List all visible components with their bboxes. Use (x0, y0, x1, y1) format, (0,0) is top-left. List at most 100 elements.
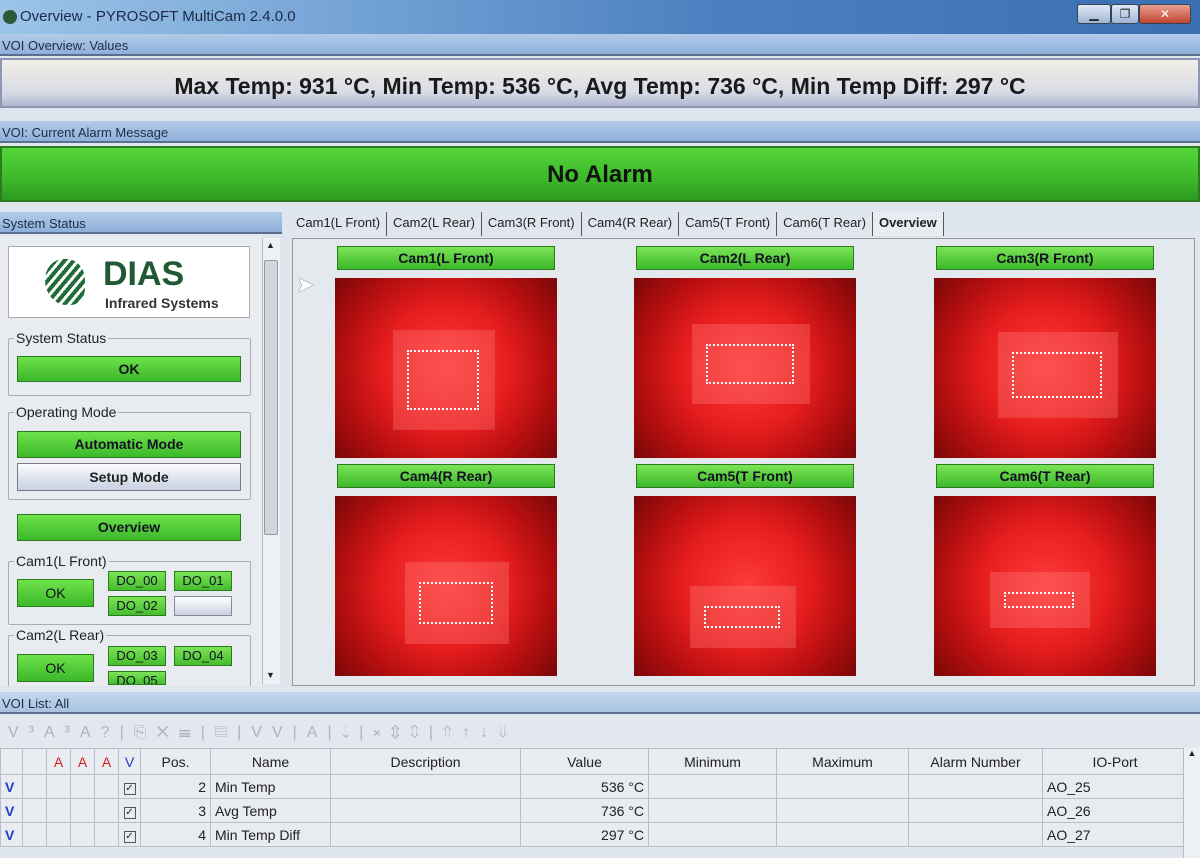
visible-checkbox[interactable]: ✓ (123, 807, 136, 819)
roi-rectangle[interactable] (706, 344, 794, 384)
cell-pos: 3 (140, 798, 211, 823)
camera-thermal-image[interactable] (634, 496, 856, 676)
cell-description (330, 798, 521, 823)
setup-mode-button[interactable]: Setup Mode (17, 463, 241, 491)
roi-rectangle[interactable] (1012, 352, 1102, 398)
col-minimum[interactable]: Minimum (648, 748, 777, 775)
cell-pos: 2 (140, 774, 211, 799)
system-status-ok: OK (17, 356, 241, 382)
cell-name: Avg Temp (210, 798, 331, 823)
cell-io-port: AO_26 (1042, 798, 1188, 823)
move-top-icon[interactable]: ⇑ (443, 724, 463, 741)
scrollbar-thumb[interactable] (264, 260, 278, 535)
close-button[interactable]: ✕ (1139, 4, 1191, 24)
tab-cam6[interactable]: Cam6(T Rear) (777, 212, 873, 236)
automatic-mode-button[interactable]: Automatic Mode (17, 431, 241, 458)
voi-save-icon[interactable]: V (271, 724, 293, 741)
tab-cam3[interactable]: Cam3(R Front) (482, 212, 582, 236)
list-icon[interactable]: ☰ (178, 724, 201, 741)
scroll-up-icon[interactable]: ▲ (266, 240, 275, 250)
camera-label[interactable]: Cam5(T Front) (636, 464, 854, 488)
group-label: System Status (14, 330, 109, 346)
camera-thermal-image[interactable] (934, 496, 1156, 676)
col-description[interactable]: Description (330, 748, 521, 775)
camera-label[interactable]: Cam4(R Rear) (337, 464, 555, 488)
operating-mode-group (8, 412, 251, 500)
col-io-port[interactable]: IO-Port (1042, 748, 1188, 775)
col-name[interactable]: Name (210, 748, 331, 775)
table-row[interactable]: V ✓ 2 Min Temp 536 °C AO_25 (0, 774, 1188, 799)
tab-overview[interactable]: Overview (872, 212, 944, 236)
camera-thermal-image[interactable] (335, 278, 557, 458)
cell-io-port: AO_25 (1042, 774, 1188, 799)
cell-alarm (908, 822, 1043, 847)
do-indicator-empty (174, 596, 232, 616)
camera-thermal-image[interactable] (634, 278, 856, 458)
col-pos[interactable]: Pos. (140, 748, 211, 775)
system-status-header: System Status (0, 212, 282, 234)
voi-edit-icon[interactable]: V (251, 724, 272, 741)
tab-cam4[interactable]: Cam4(R Rear) (582, 212, 680, 236)
visible-checkbox[interactable]: ✓ (123, 831, 136, 843)
collapse-icon[interactable]: ⇕ (409, 724, 429, 741)
cam2-status: OK (17, 654, 94, 682)
cell-maximum (776, 798, 909, 823)
col-value[interactable]: Value (520, 748, 649, 775)
camera-label[interactable]: Cam6(T Rear) (936, 464, 1154, 488)
window-title: Overview - PYROSOFT MultiCam 2.4.0.0 (20, 8, 296, 25)
group-label: Cam2(L Rear) (14, 627, 107, 643)
cell-minimum (648, 774, 777, 799)
voi-flag: V (0, 798, 23, 823)
edit-icon[interactable]: ▤ (214, 724, 238, 741)
move-up-icon[interactable]: ↑ (462, 724, 481, 741)
tab-cam2[interactable]: Cam2(L Rear) (387, 212, 482, 236)
cam1-status: OK (17, 579, 94, 607)
logo-subtitle: Infrared Systems (105, 295, 219, 311)
camera-thermal-image[interactable] (335, 496, 557, 676)
overview-button[interactable]: Overview (17, 514, 241, 541)
minimize-button[interactable]: ▁ (1077, 4, 1111, 24)
scroll-down-icon[interactable]: ▼ (266, 670, 275, 680)
alarm-settings-icon[interactable]: A? (80, 724, 120, 741)
table-scrollbar[interactable]: ▲ (1183, 748, 1200, 858)
cell-minimum (648, 798, 777, 823)
roi-rectangle[interactable] (419, 582, 493, 624)
tab-cam5[interactable]: Cam5(T Front) (679, 212, 778, 236)
table-row[interactable]: V ✓ 3 Avg Temp 736 °C AO_26 (0, 798, 1188, 823)
clear-alarm-icon[interactable]: A (306, 724, 328, 741)
roi-rectangle[interactable] (704, 606, 780, 628)
cell-name: Min Temp Diff (210, 822, 331, 847)
voi-visible-icon[interactable]: V (118, 748, 141, 775)
expand-icon[interactable]: ⇳ (390, 724, 410, 741)
move-icon[interactable]: ⇣ (341, 724, 360, 741)
delete-icon[interactable]: ✕ (156, 724, 179, 741)
tab-cam1[interactable]: Cam1(L Front) (290, 212, 388, 236)
table-header-row: A A A V Pos. Name Description Value Mini… (0, 748, 1188, 775)
cell-pos: 4 (140, 822, 211, 847)
move-down-icon[interactable]: ↓ (480, 724, 499, 741)
cell-description (330, 774, 521, 799)
alarm-table-icon[interactable]: A (94, 748, 119, 775)
camera-thermal-image[interactable] (934, 278, 1156, 458)
do-indicator: DO_00 (108, 571, 166, 591)
add-voi-icon[interactable]: V³ (8, 724, 44, 741)
remove-all-icon[interactable]: ⨯ (373, 724, 391, 741)
do-indicator: DO_02 (108, 596, 166, 616)
alarm-edit-icon[interactable]: A (70, 748, 95, 775)
move-bottom-icon[interactable]: ⇓ (498, 724, 518, 741)
visible-checkbox[interactable]: ✓ (123, 783, 136, 795)
add-alarm-icon[interactable]: A³ (44, 724, 80, 741)
roi-rectangle[interactable] (1004, 592, 1074, 608)
copy-icon[interactable]: ⎘ (133, 724, 157, 741)
thermal-object (998, 332, 1118, 418)
maximize-button[interactable]: ❐ (1111, 4, 1139, 24)
roi-rectangle[interactable] (407, 350, 479, 410)
camera-label[interactable]: Cam3(R Front) (936, 246, 1154, 270)
alarm-save-icon[interactable]: A (46, 748, 71, 775)
col-alarm-number[interactable]: Alarm Number (908, 748, 1043, 775)
camera-label[interactable]: Cam2(L Rear) (636, 246, 854, 270)
do-indicator: DO_04 (174, 646, 232, 666)
col-maximum[interactable]: Maximum (776, 748, 909, 775)
camera-label[interactable]: Cam1(L Front) (337, 246, 555, 270)
table-row[interactable]: V ✓ 4 Min Temp Diff 297 °C AO_27 (0, 822, 1188, 847)
